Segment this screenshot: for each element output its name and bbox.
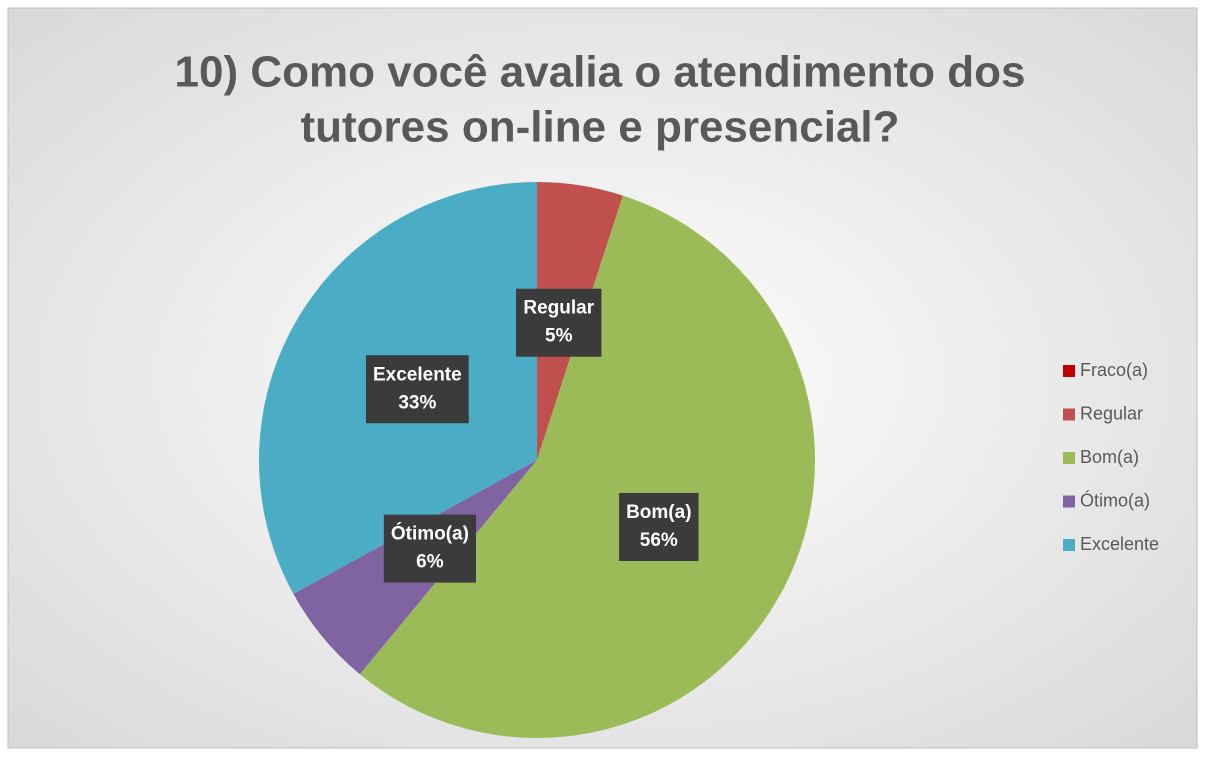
legend-label: Ótimo(a) <box>1080 489 1150 510</box>
legend-label: Bom(a) <box>1080 447 1139 467</box>
data-label: Regular 5% <box>516 288 602 357</box>
legend-label: Excelente <box>1080 534 1159 554</box>
data-label-value: 5% <box>545 326 573 347</box>
legend-swatch <box>1063 539 1075 551</box>
data-label: Excelente 33% <box>365 355 469 424</box>
data-label-category: Regular <box>523 298 594 319</box>
data-label: Ótimo(a) 6% <box>383 514 476 583</box>
data-label-box <box>516 288 602 357</box>
data-label-value: 56% <box>640 530 678 551</box>
data-label-category: Bom(a) <box>626 502 691 523</box>
chart-title: 10) Como você avalia o atendimento dos <box>175 48 1026 97</box>
data-label-value: 33% <box>398 392 436 413</box>
data-label-category: Ótimo(a) <box>391 523 469 545</box>
legend-swatch <box>1063 495 1075 508</box>
legend-swatch <box>1063 408 1075 421</box>
chart-title: tutores on-line e presencial? <box>300 103 899 152</box>
pie-slice <box>359 195 815 738</box>
data-label: Bom(a) 56% <box>619 492 699 561</box>
legend-label: Fraco(a) <box>1080 360 1148 380</box>
data-label-value: 6% <box>416 552 444 573</box>
legend-swatch <box>1063 365 1075 377</box>
data-label-box <box>365 355 469 424</box>
data-label-box <box>383 514 476 583</box>
legend-label: Regular <box>1080 403 1143 423</box>
data-label-box <box>619 492 699 561</box>
legend-swatch <box>1063 452 1075 464</box>
data-label-category: Excelente <box>373 364 462 385</box>
